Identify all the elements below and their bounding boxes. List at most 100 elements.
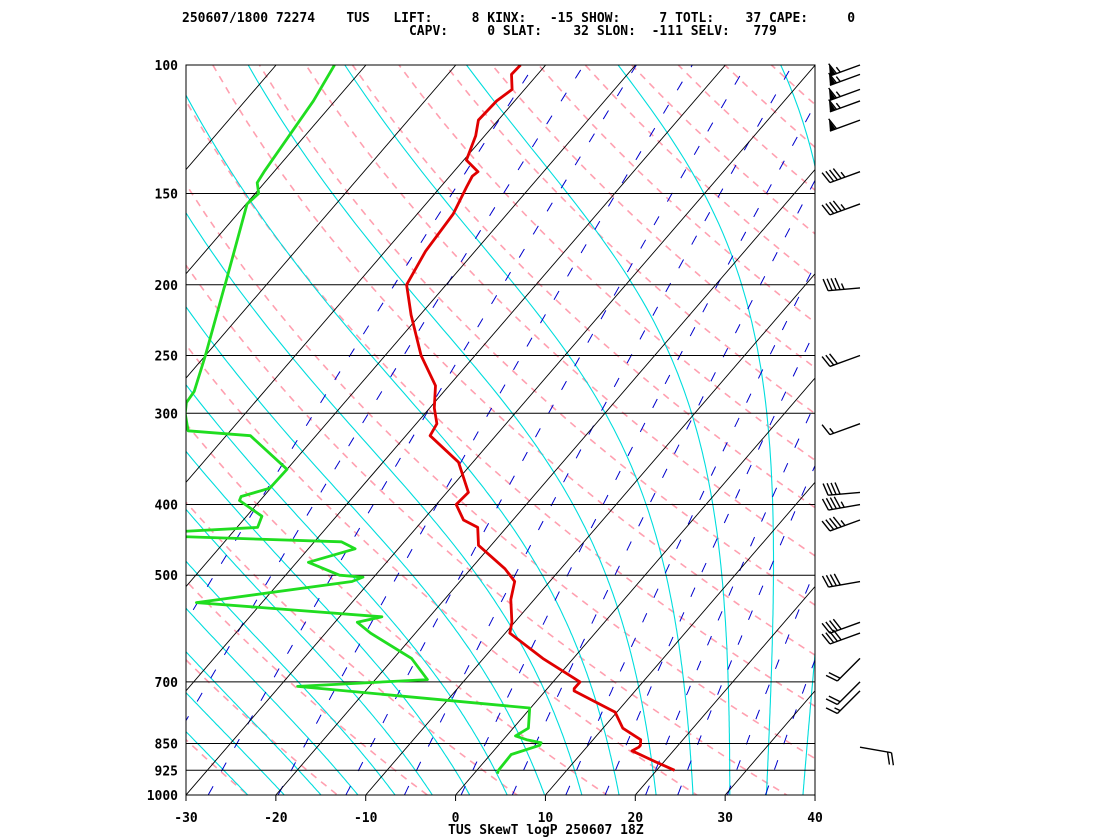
wind-barb-flag [828, 119, 836, 132]
moist-adiabat [186, 508, 434, 795]
dry-adiabat [631, 65, 815, 235]
header-line-1: 250607/1800 72274 TUS LIFT: 8 KINX: -15 … [182, 11, 855, 26]
wind-barb [825, 657, 861, 682]
dry-adiabat [186, 343, 699, 795]
wind-barb-full [829, 169, 838, 181]
wind-barb-half [840, 171, 846, 178]
wind-barb-full [886, 751, 891, 765]
temperature-label: 10 [538, 811, 554, 826]
wind-barb [828, 99, 861, 113]
wind-barb-half [829, 427, 835, 434]
wind-barb-full [821, 356, 831, 367]
wind-barb-full [821, 633, 831, 645]
dewpoint-profile [186, 65, 543, 775]
wind-barb [821, 496, 861, 511]
wind-barb-full [821, 498, 830, 511]
pressure-label: 100 [155, 59, 179, 74]
dry-adiabat [212, 65, 815, 657]
dry-adiabat [186, 500, 519, 795]
wind-barb-staff [829, 354, 861, 368]
pressure-label: 925 [155, 764, 178, 779]
wind-barb-staff [829, 423, 861, 436]
temperature-labels: -30 -20 -10 0 10 20 30 40 [174, 795, 823, 826]
wind-barb-full [829, 497, 837, 510]
wind-barb-full [832, 516, 842, 528]
wind-barb [821, 516, 861, 532]
wind-barb-full [890, 752, 895, 766]
wind-barb-half [835, 102, 841, 109]
pressure-label: 200 [155, 279, 179, 294]
isotherm [365, 273, 815, 795]
moist-adiabat [617, 65, 775, 795]
moist-adiabat [186, 94, 620, 795]
wind-barb-full [828, 99, 838, 110]
chart-title: TUS SkewT logP 250607 18Z [448, 823, 644, 838]
wind-barb-staff [829, 88, 861, 102]
wind-barb-full [822, 483, 829, 496]
wind-barb-full [821, 575, 830, 588]
pressure-label: 500 [155, 569, 179, 584]
wind-barb-staff [859, 746, 892, 754]
wind-barb-full [830, 278, 837, 291]
pressure-label: 850 [155, 737, 179, 752]
wind-barb-staff [829, 73, 861, 86]
isotherm [186, 65, 457, 379]
dry-adiabat [258, 65, 815, 606]
dry-adiabat [186, 658, 339, 795]
isobars [186, 65, 815, 795]
temperature-label: -10 [354, 811, 378, 826]
isotherm [186, 65, 367, 275]
wind-barb-full [828, 87, 838, 99]
wind-barb-half [834, 707, 841, 712]
wind-barb [825, 690, 861, 715]
temperature-label: 30 [717, 811, 733, 826]
mixing-ratio-line [460, 103, 815, 795]
isotherm [634, 585, 815, 795]
pressure-label: 300 [155, 407, 179, 422]
wind-barb-full [825, 170, 835, 182]
wind-barb-staff [836, 657, 861, 682]
dry-adiabat [186, 422, 609, 795]
header-line-2: CAPV: 0 SLAT: 32 SLON: -111 SELV: 779 [182, 24, 777, 39]
wind-barb [821, 573, 861, 588]
moist-adiabats [186, 65, 815, 795]
moist-adiabat [247, 65, 657, 795]
wind-barb-full [825, 707, 838, 715]
mixing-ratio-line [403, 65, 793, 795]
wind-barb-full [829, 201, 838, 213]
moist-adiabat [186, 691, 285, 795]
pressure-label: 150 [155, 188, 179, 203]
moist-adiabat [186, 305, 546, 795]
wind-barb-full [829, 630, 838, 642]
isotherms [186, 65, 815, 795]
wind-barb-full [825, 632, 835, 644]
profile-series [186, 65, 676, 775]
mixing-ratio-line [604, 330, 815, 795]
isotherm [545, 481, 815, 795]
mixing-ratio-line [345, 65, 747, 795]
wind-barb-full [834, 277, 841, 290]
wind-barb [825, 681, 861, 706]
wind-barb-full [825, 203, 835, 214]
wind-barb-half [835, 76, 841, 82]
wind-barb-full [828, 63, 838, 74]
isotherm [724, 690, 815, 795]
dry-adiabat [351, 65, 815, 509]
wind-barb-staff [829, 100, 861, 113]
wind-barb-staff [836, 690, 861, 714]
wind-barb-full [832, 168, 842, 179]
dry-adiabat [444, 65, 815, 415]
isotherm [186, 65, 815, 795]
plot-area [186, 65, 815, 795]
wind-barb-full [833, 496, 841, 509]
dry-adiabat [186, 99, 815, 708]
wind-barb-staff [829, 519, 861, 532]
isotherm [186, 65, 636, 588]
dry-adiabat [186, 182, 815, 760]
pressure-label: 250 [155, 349, 179, 364]
wind-barb [828, 87, 861, 102]
dry-adiabat [398, 65, 815, 462]
isotherm [186, 65, 547, 483]
wind-barb-full [821, 172, 831, 184]
wind-barb-full [828, 695, 841, 703]
